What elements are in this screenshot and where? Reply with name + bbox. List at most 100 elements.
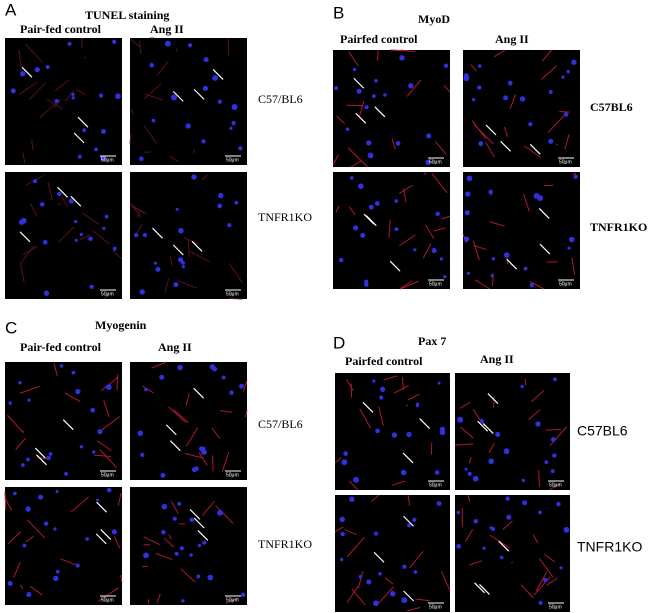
nucleus bbox=[92, 450, 96, 454]
membrane bbox=[221, 451, 230, 473]
arrow bbox=[19, 231, 31, 243]
nucleus bbox=[42, 239, 48, 245]
panel-letter: A bbox=[5, 0, 17, 19]
nucleus bbox=[495, 431, 501, 437]
membrane bbox=[143, 536, 161, 546]
column-header: Ang II bbox=[158, 340, 192, 354]
membrane bbox=[131, 206, 148, 215]
nucleus bbox=[412, 517, 417, 523]
nucleus bbox=[140, 452, 145, 457]
membrane bbox=[19, 245, 35, 265]
arrow bbox=[403, 590, 415, 602]
nucleus bbox=[221, 375, 226, 380]
membrane bbox=[29, 202, 38, 218]
arrow bbox=[529, 143, 541, 155]
nucleus bbox=[463, 75, 470, 82]
scale-label: 50μm bbox=[101, 472, 114, 478]
nucleus bbox=[341, 459, 348, 466]
nucleus bbox=[144, 387, 148, 392]
nucleus bbox=[339, 516, 345, 523]
nucleus bbox=[389, 590, 396, 597]
membrane bbox=[469, 560, 483, 566]
membrane bbox=[485, 142, 495, 158]
membrane bbox=[400, 280, 420, 290]
nucleus bbox=[503, 448, 510, 455]
nucleus bbox=[48, 452, 53, 456]
membrane bbox=[112, 250, 123, 260]
arrow bbox=[62, 419, 74, 431]
membrane bbox=[520, 584, 534, 599]
nucleus bbox=[477, 64, 482, 68]
nucleus bbox=[197, 543, 202, 548]
row-label: TNFR1KO bbox=[577, 539, 642, 555]
micrograph bbox=[130, 487, 247, 605]
nucleus bbox=[100, 155, 107, 162]
membrane bbox=[25, 535, 35, 543]
nucleus bbox=[357, 183, 364, 190]
membrane bbox=[96, 440, 112, 452]
nucleus bbox=[374, 78, 378, 83]
nucleus bbox=[383, 93, 387, 97]
nucleus bbox=[151, 118, 156, 123]
nucleus bbox=[43, 521, 49, 526]
nucleus bbox=[467, 471, 472, 476]
membrane bbox=[58, 226, 75, 243]
nucleus bbox=[491, 257, 496, 261]
nucleus bbox=[18, 381, 22, 385]
arrow bbox=[100, 529, 112, 541]
arrow bbox=[374, 106, 386, 118]
membrane bbox=[376, 50, 379, 61]
nucleus bbox=[142, 232, 148, 238]
arrow bbox=[21, 66, 33, 78]
panel-letter: C bbox=[5, 318, 17, 337]
membrane bbox=[225, 597, 239, 604]
arrow bbox=[57, 186, 69, 198]
membrane bbox=[473, 124, 494, 145]
membrane bbox=[175, 48, 178, 52]
membrane bbox=[39, 101, 58, 118]
nucleus bbox=[550, 469, 555, 474]
arrow bbox=[152, 227, 163, 239]
nucleus bbox=[71, 96, 75, 100]
nucleus bbox=[90, 407, 96, 413]
nucleus bbox=[372, 379, 376, 383]
nucleus bbox=[74, 238, 78, 242]
nucleus bbox=[59, 364, 64, 368]
nucleus bbox=[159, 374, 165, 380]
arrow bbox=[498, 540, 510, 552]
membrane bbox=[70, 496, 90, 513]
nucleus bbox=[101, 128, 106, 134]
column-header: Pairfed control bbox=[345, 354, 423, 368]
membrane bbox=[535, 572, 548, 592]
nucleus bbox=[227, 223, 232, 228]
nucleus bbox=[137, 430, 144, 437]
nucleus bbox=[477, 85, 482, 90]
scale-label: 50μm bbox=[101, 597, 114, 603]
nucleus bbox=[177, 501, 182, 506]
row-label: C57/BL6 bbox=[258, 92, 303, 106]
nucleus bbox=[229, 390, 234, 395]
membrane bbox=[185, 393, 190, 406]
nucleus bbox=[356, 88, 362, 94]
nucleus bbox=[394, 199, 399, 203]
nucleus bbox=[33, 179, 38, 184]
nucleus bbox=[343, 451, 348, 456]
row-label: C57BL6 bbox=[590, 100, 633, 114]
arrow bbox=[482, 423, 494, 435]
nucleus bbox=[528, 122, 533, 127]
membrane bbox=[129, 202, 141, 218]
nucleus bbox=[368, 204, 374, 210]
nucleus bbox=[105, 384, 112, 390]
nucleus bbox=[413, 570, 418, 574]
nucleus bbox=[366, 579, 372, 585]
membrane bbox=[156, 593, 161, 604]
nucleus bbox=[401, 597, 408, 604]
arrow bbox=[197, 529, 209, 541]
nucleus bbox=[160, 472, 166, 478]
membrane bbox=[168, 406, 186, 423]
membrane bbox=[448, 376, 451, 379]
nucleus bbox=[75, 388, 81, 395]
nucleus bbox=[216, 509, 223, 516]
nucleus bbox=[434, 470, 440, 475]
nucleus bbox=[149, 62, 155, 68]
